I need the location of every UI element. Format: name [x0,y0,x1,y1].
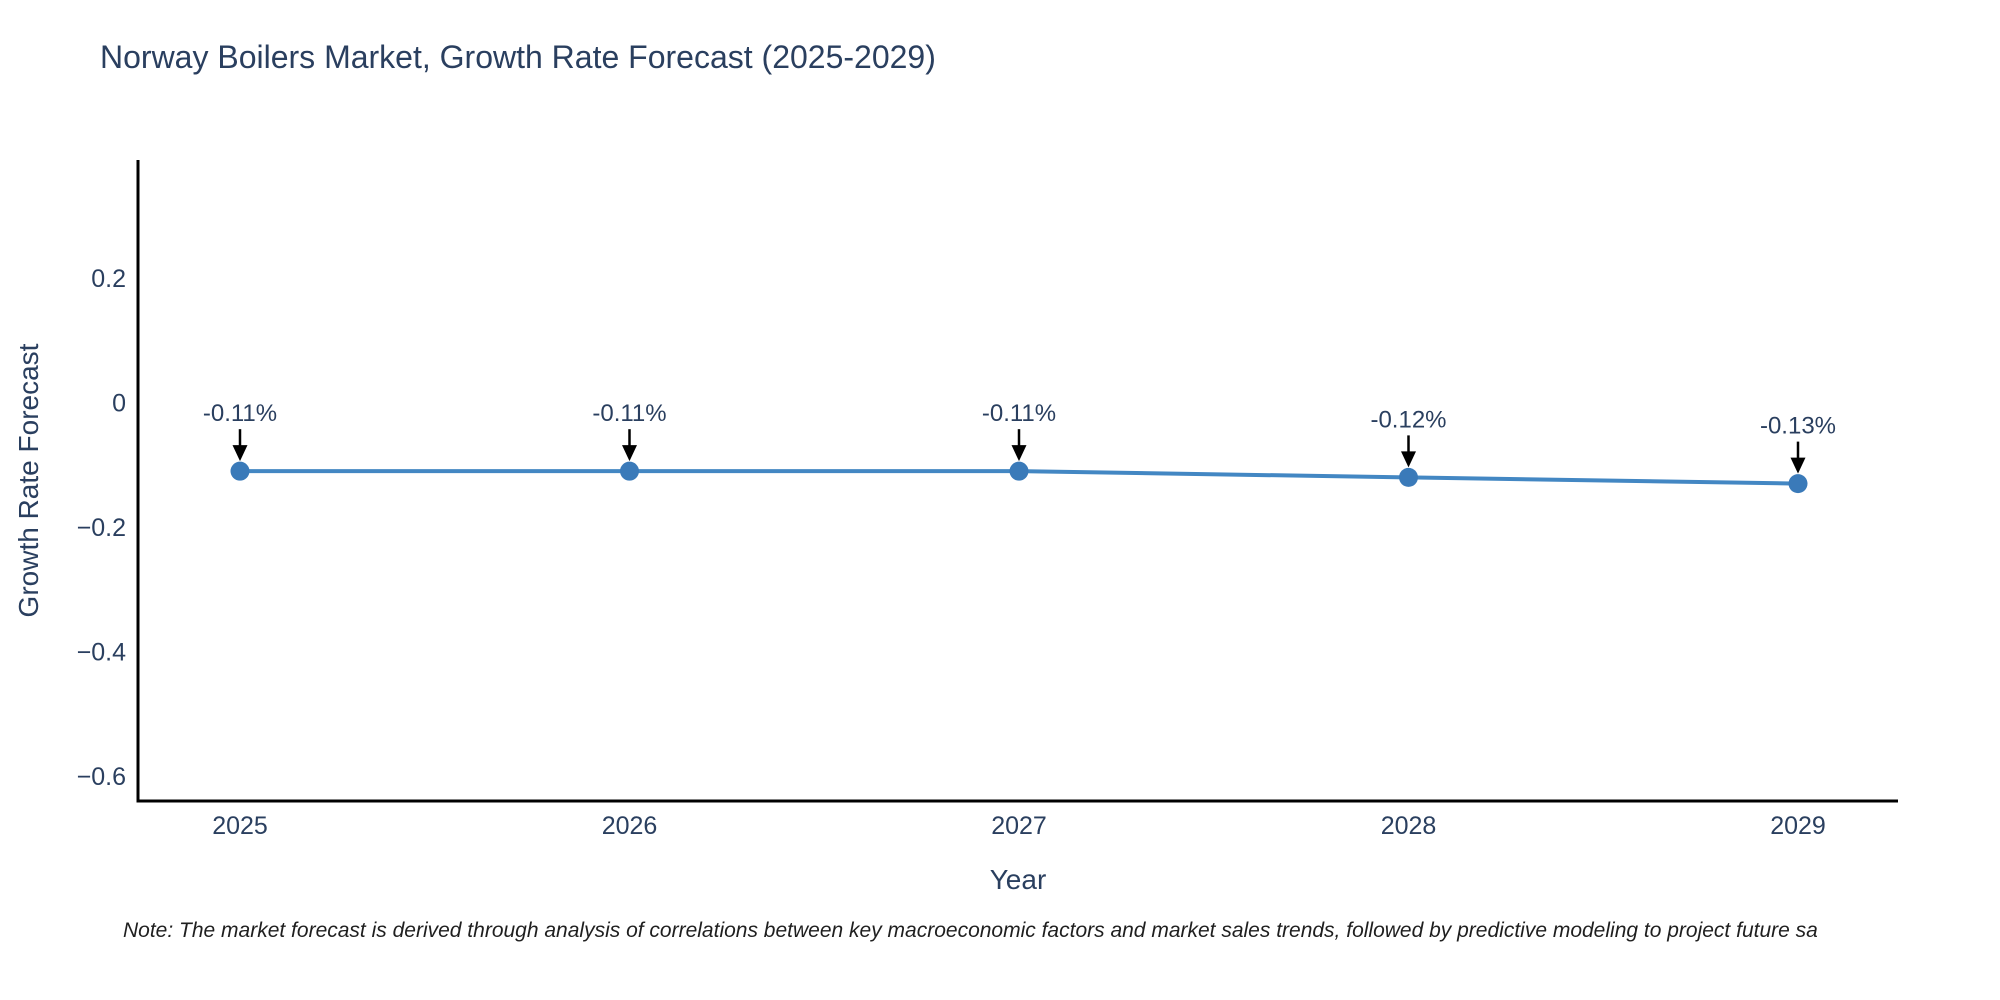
y-tick-label: 0 [112,390,126,418]
annotation-arrowhead [1790,457,1806,474]
x-tick-label: 2028 [1381,812,1437,840]
annotation-arrowhead [622,445,637,462]
data-point-marker [1009,461,1029,481]
y-tick-label: −0.2 [77,514,126,542]
annotation-arrowhead [1011,445,1027,462]
x-tick-label: 2027 [991,812,1047,840]
annotation-arrowhead [232,445,248,462]
point-annotation: -0.11% [982,400,1056,427]
x-tick-label: 2029 [1770,812,1826,840]
data-point-marker [620,461,639,481]
point-annotation: -0.11% [592,400,666,427]
y-tick-label: −0.4 [77,639,126,667]
y-tick-label: −0.6 [77,763,126,791]
data-point-marker [1399,467,1418,487]
point-annotation: -0.11% [203,400,277,427]
y-tick-label: 0.2 [91,265,126,293]
point-annotation: -0.13% [1760,413,1836,440]
chart-title: Norway Boilers Market, Growth Rate Forec… [100,39,936,75]
y-axis-title: Growth Rate Forecast [13,343,44,617]
footnote: Note: The market forecast is derived thr… [123,919,1818,942]
annotation-arrowhead [1401,451,1416,468]
data-point-marker [230,461,250,481]
x-axis-title: Year [990,864,1047,895]
point-annotation: -0.12% [1370,406,1446,433]
data-point-marker [1788,474,1808,494]
x-tick-label: 2025 [212,812,268,840]
x-tick-label: 2026 [602,812,658,840]
